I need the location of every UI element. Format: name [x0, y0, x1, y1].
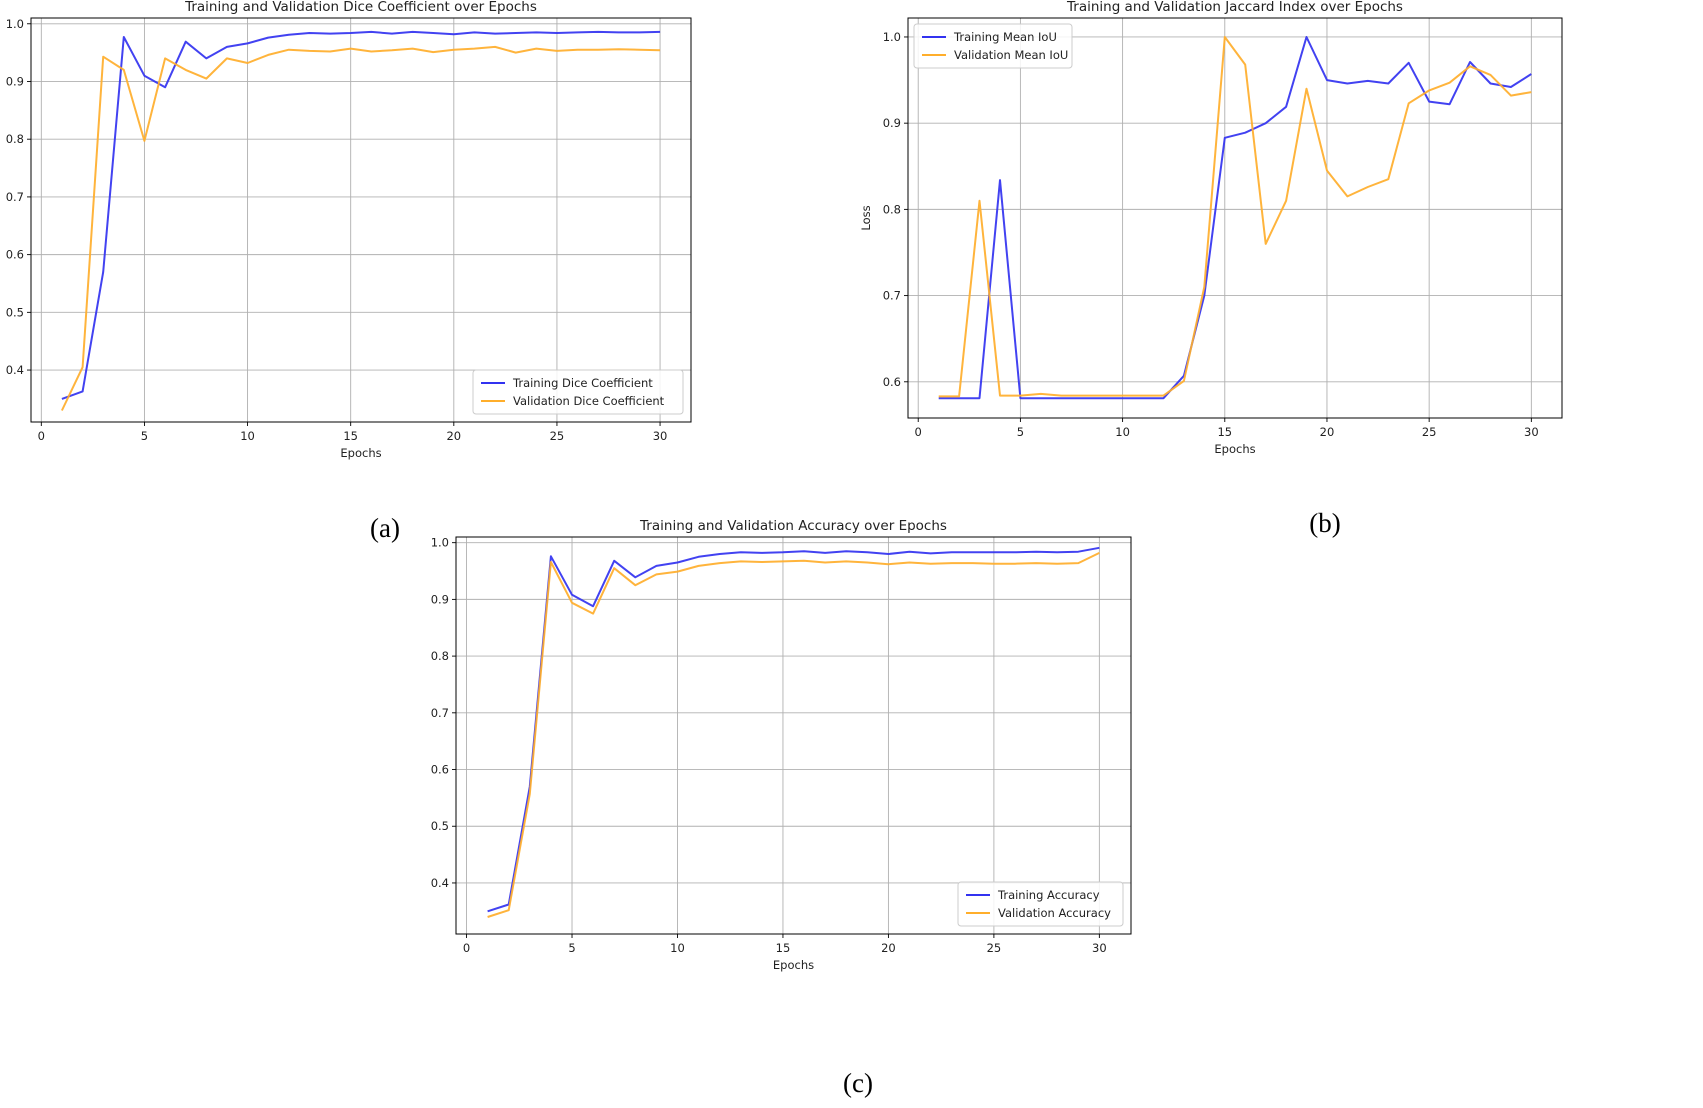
series-line-1 — [60, 45, 661, 411]
y-axis-label: Loss — [859, 205, 873, 230]
x-tick-label: 30 — [1524, 425, 1539, 439]
y-tick-label: 0.8 — [883, 202, 901, 216]
legend-box — [913, 23, 1073, 69]
legend-box — [472, 369, 684, 415]
y-tick-label: 0.7 — [431, 706, 449, 720]
series-line-1 — [938, 36, 1532, 398]
x-tick-label: 30 — [653, 429, 668, 443]
x-tick-label: 20 — [446, 429, 461, 443]
x-tick-label: 10 — [240, 429, 255, 443]
y-tick-label: 0.8 — [6, 132, 24, 146]
x-axis-label: Epochs — [340, 446, 381, 460]
legend-label-0: Training Accuracy — [997, 888, 1100, 902]
y-tick-label: 1.0 — [6, 17, 24, 31]
series-line-1 — [487, 551, 1100, 918]
series-line-0 — [487, 546, 1100, 913]
x-tick-label: 30 — [1092, 941, 1107, 955]
y-tick-label: 0.6 — [6, 248, 24, 262]
y-tick-label: 0.6 — [431, 763, 449, 777]
legend: Training Accuracy Validation Accuracy — [957, 881, 1124, 927]
legend-label-0: Training Dice Coefficient — [512, 376, 653, 390]
chart-accuracy-svg: Training and Validation Accuracy over Ep… — [431, 518, 1132, 972]
y-tick-label: 0.7 — [6, 190, 24, 204]
x-tick-label: 20 — [1320, 425, 1335, 439]
x-axis-label: Epochs — [773, 958, 814, 972]
legend: Training Dice Coefficient Validation Dice… — [472, 369, 684, 415]
caption-c: (c) — [843, 1068, 873, 1098]
legend-label-1: Validation Dice Coefficient — [513, 394, 665, 408]
legend-box — [957, 881, 1124, 927]
x-tick-label: 0 — [38, 429, 45, 443]
plot-frame — [30, 17, 692, 423]
y-tick-label: 0.6 — [883, 375, 901, 389]
y-tick-label: 1.0 — [883, 30, 901, 44]
chart-jaccard: Training and Validation Jaccard Index ov… — [859, 0, 1703, 500]
series-line-0 — [938, 36, 1532, 400]
x-tick-label: 0 — [915, 425, 922, 439]
x-tick-label: 20 — [881, 941, 896, 955]
x-tick-label: 15 — [776, 941, 791, 955]
legend-label-1: Validation Accuracy — [998, 906, 1111, 920]
y-tick-label: 0.5 — [6, 305, 24, 319]
legend-label-0: Training Mean IoU — [953, 30, 1057, 44]
chart-accuracy: Training and Validation Accuracy over Ep… — [420, 518, 1250, 1095]
y-tick-label: 0.4 — [6, 363, 24, 377]
x-tick-label: 5 — [568, 941, 575, 955]
legend: Training Mean IoU Validation Mean IoU — [913, 23, 1073, 69]
y-tick-label: 0.8 — [431, 649, 449, 663]
x-axis-label: Epochs — [1214, 442, 1255, 456]
chart-dice-svg: Training and Validation Dice Coefficient… — [6, 0, 692, 460]
caption-a: (a) — [370, 513, 400, 543]
chart-title: Training and Validation Dice Coefficient… — [184, 0, 537, 15]
legend-label-1: Validation Mean IoU — [954, 48, 1068, 62]
x-tick-label: 25 — [1422, 425, 1437, 439]
x-tick-label: 10 — [1115, 425, 1130, 439]
y-tick-label: 0.5 — [431, 819, 449, 833]
chart-jaccard-svg: Training and Validation Jaccard Index ov… — [859, 0, 1563, 456]
y-tick-label: 0.7 — [883, 289, 901, 303]
plot-frame — [907, 17, 1563, 419]
x-tick-label: 15 — [1217, 425, 1232, 439]
chart-dice: Training and Validation Dice Coefficient… — [0, 0, 760, 500]
x-tick-label: 15 — [343, 429, 358, 443]
chart-title: Training and Validation Jaccard Index ov… — [1066, 0, 1403, 15]
x-tick-label: 10 — [670, 941, 685, 955]
y-tick-label: 0.4 — [431, 876, 449, 890]
x-tick-label: 5 — [1017, 425, 1024, 439]
plot-frame — [455, 536, 1132, 935]
x-tick-label: 0 — [463, 941, 470, 955]
y-tick-label: 1.0 — [431, 536, 449, 550]
caption-b: (b) — [1309, 508, 1341, 538]
y-tick-label: 0.9 — [6, 74, 24, 88]
x-tick-label: 5 — [141, 429, 148, 443]
x-tick-label: 25 — [987, 941, 1002, 955]
y-tick-label: 0.9 — [883, 116, 901, 130]
series-line-0 — [61, 30, 661, 400]
chart-title: Training and Validation Accuracy over Ep… — [639, 518, 947, 534]
x-tick-label: 25 — [550, 429, 565, 443]
y-tick-label: 0.9 — [431, 592, 449, 606]
